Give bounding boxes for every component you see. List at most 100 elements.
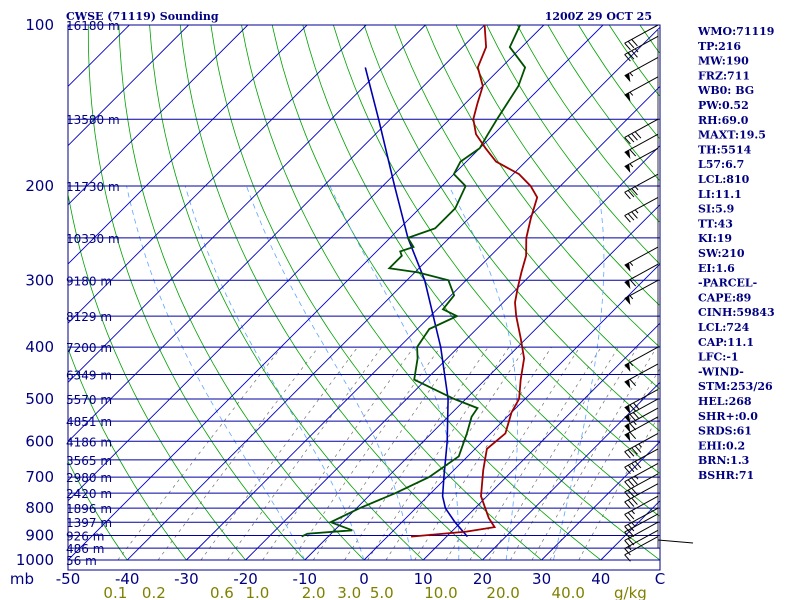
isotherm [245,144,660,561]
index-entry: WB0: BG [697,84,754,97]
barb-full [624,491,631,499]
height-label: 1896 m [66,502,112,516]
temperature-tick-label: -10 [293,570,318,588]
barb-pennant [624,262,631,272]
barb-full [633,412,640,420]
barb-full [627,52,635,60]
index-entry: L57:6.7 [698,158,744,171]
barb-full [629,431,637,440]
height-label: 4851 m [66,415,112,429]
pressure-tick-label: 200 [25,177,54,195]
height-label: 7200 m [66,341,112,355]
barb-full [627,40,635,49]
temperature-tick-label: 40 [591,570,610,588]
index-entry: FRZ:711 [698,69,750,82]
isotherm [68,25,308,265]
wind-barb [624,389,659,415]
wind-barb [624,173,659,200]
pressure-tick-label: 1000 [16,551,54,569]
height-label: 16180 m [66,19,120,33]
barb-full [624,531,631,539]
wind-barb [624,473,659,499]
mixing-ratio-label: 0.6 [210,584,234,600]
barb-staff [624,536,659,556]
isotherm [541,440,660,561]
height-label: 3565 m [66,454,112,468]
barb-staff [624,448,659,468]
barb-staff [624,432,659,453]
barb-half [629,91,634,96]
isotherm [68,25,189,147]
wind-barb [624,432,659,459]
isotherm [363,263,660,561]
index-entry: PW:0.52 [698,99,749,112]
isotherm [68,25,545,502]
temperature-profile [411,25,539,538]
pressure-tick-label: 400 [25,338,54,356]
barb-full [624,215,631,223]
barb-full [624,192,631,200]
wind-barb [624,263,659,289]
mixing-ratio-label: 40.0 [552,584,585,600]
barb-full [624,540,631,548]
height-label: 56 m [66,554,97,568]
barb-full [627,538,635,546]
wind-barb [624,76,659,102]
barb-staff [624,463,659,483]
isotherm [68,25,367,324]
barb-full [624,514,631,522]
pressure-tick-label: 900 [25,527,54,545]
height-label: 1397 m [66,516,112,530]
index-entry: SI:5.9 [698,203,734,216]
barb-half [629,163,634,168]
wind-barb [624,495,659,522]
barb-pennant [624,92,631,102]
barb-full [629,413,637,422]
barb-full [627,499,635,507]
index-entry: CAP:11.1 [698,336,754,349]
index-entry: -PARCEL- [698,277,757,290]
index-entry: KI:19 [698,232,732,245]
index-entry: SHR+:0.0 [698,410,758,423]
height-label: 926 m [66,530,104,544]
barb-full [624,466,631,475]
temperature-tick-label: 10 [414,570,433,588]
barb-staff [624,529,659,549]
temperature-tick-label: 20 [473,570,492,588]
index-entry: CINH:59843 [698,306,775,319]
wind-barb [624,448,659,475]
isotherm [482,381,660,561]
pressure-tick-label: 600 [25,432,54,450]
index-entry: EHI:0.2 [698,439,745,452]
plot-frame [67,24,661,571]
barb-full [627,190,635,198]
station-title: CWSE (71119) Sounding [66,10,219,23]
barb-full [631,39,638,47]
barb-full [631,211,638,219]
pressure-tick-label: 800 [25,499,54,517]
height-label: 5570 m [66,393,112,407]
wind-barb [624,118,659,145]
mixing-ratio-label: 10.0 [424,584,457,600]
wind-barb [624,57,659,83]
barb-full [631,133,638,141]
barb-half [634,48,639,53]
temperature-tick-label: -40 [115,570,140,588]
index-entry: MW:190 [698,55,749,68]
barb-full [627,449,635,457]
barb-full [624,481,631,489]
barb-full [624,451,631,459]
index-entry: LFC:-1 [698,351,739,364]
barb-full [629,423,637,431]
profiles [301,25,539,538]
temperature-tick-label: 0 [359,570,369,588]
height-label: 2420 m [66,487,112,501]
wind-barb [624,147,659,174]
index-entry: -WIND- [698,365,744,378]
surface-wind-line [657,539,694,544]
barb-full [634,461,642,469]
barb-pennant [624,296,631,306]
parcel-trace [364,67,469,538]
barb-full [627,464,635,473]
